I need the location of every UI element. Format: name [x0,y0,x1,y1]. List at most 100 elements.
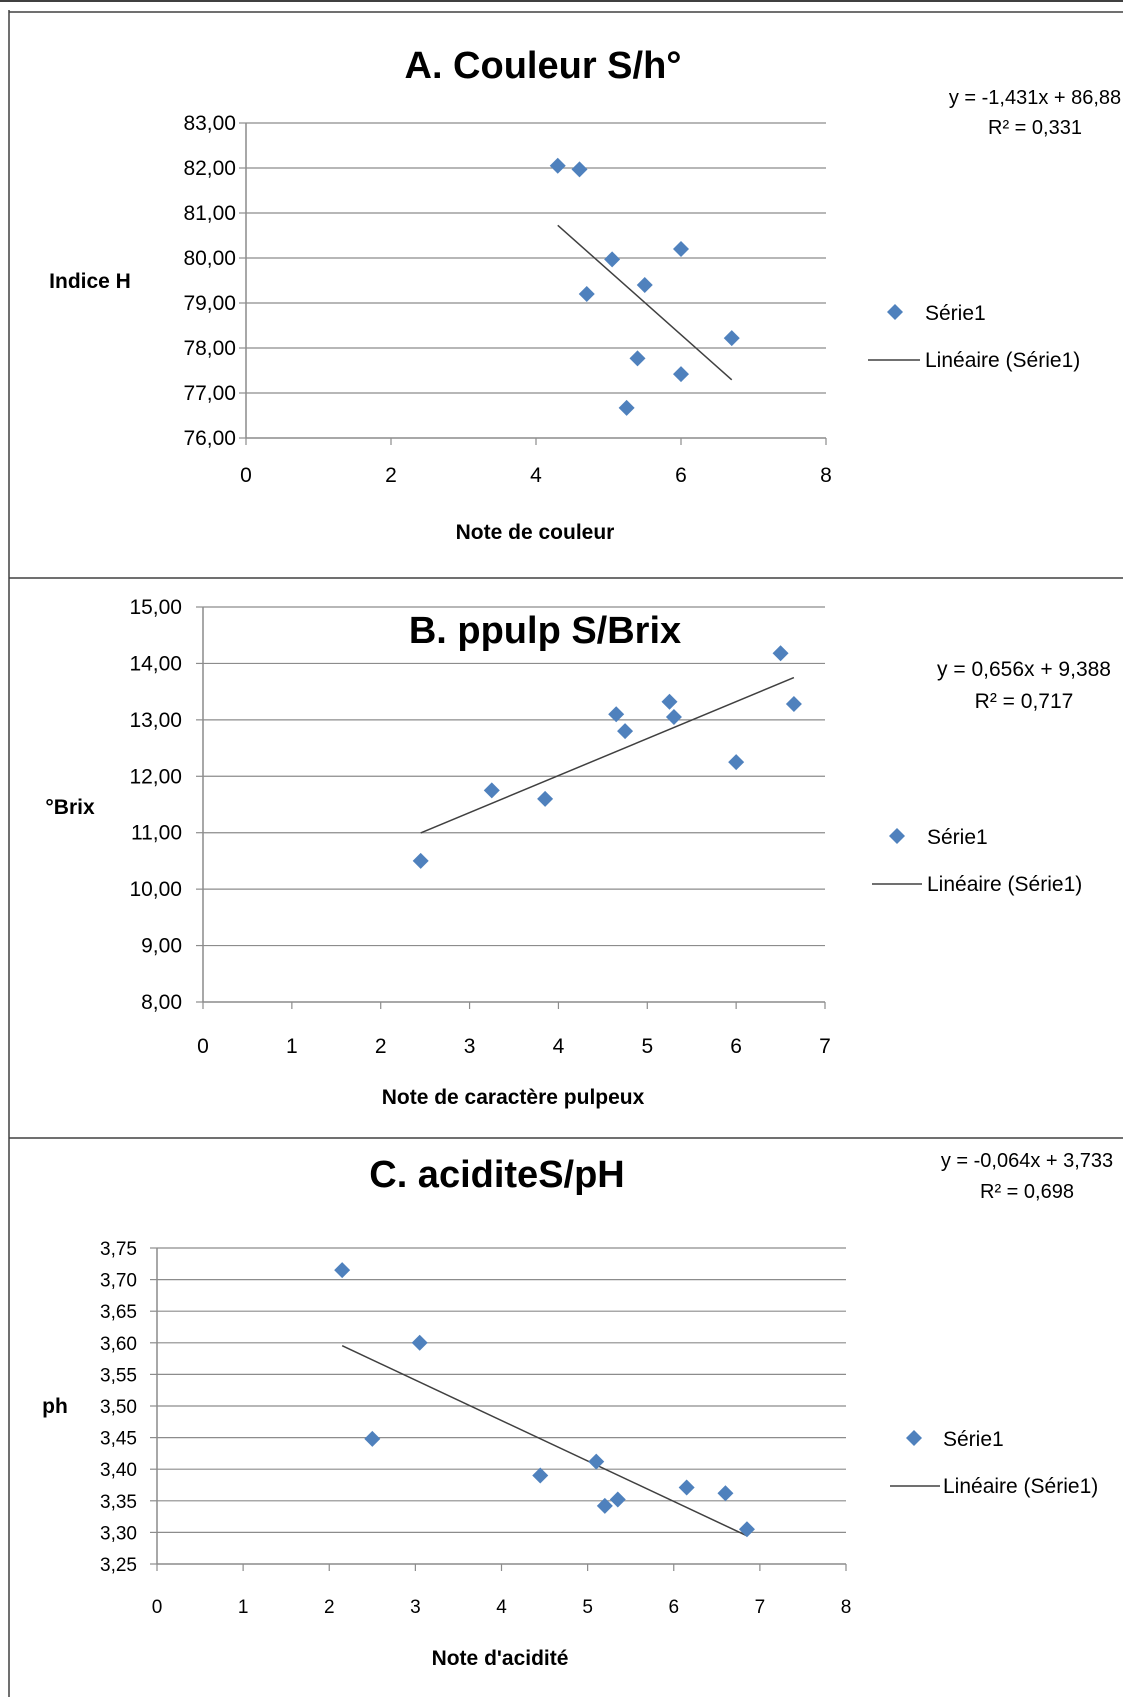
x-tick-label: 4 [496,1597,507,1618]
chart-a-ylabel: Indice H [49,270,131,293]
x-tick-label: 7 [819,1035,831,1058]
chart-c-markers [334,1262,755,1538]
x-tick-label: 1 [286,1035,298,1058]
x-tick-label: 2 [324,1597,335,1618]
chart-a-title: A. Couleur S/h° [405,45,682,87]
y-tick-label: 82,00 [183,157,236,180]
y-tick-label: 3,50 [100,1397,137,1418]
chart-c-legend: Série1 Linéaire (Série1) [890,1428,1098,1498]
chart-c-title: C. aciditeS/pH [369,1154,625,1196]
data-point [717,1485,734,1502]
y-tick-label: 15,00 [129,596,182,619]
chart-a-r2: R² = 0,331 [988,117,1082,139]
y-tick-label: 80,00 [183,247,236,270]
chart-b-legend-marker [889,828,905,844]
chart-a-grid [246,122,826,394]
chart-a-legend-trend-label: Linéaire (Série1) [925,349,1080,372]
chart-a-equation: y = -1,431x + 86,88 [949,87,1121,109]
chart-c-r2: R² = 0,698 [980,1181,1074,1203]
x-tick-label: 3 [464,1035,476,1058]
x-tick-label: 1 [238,1597,249,1618]
chart-a-x-ticks: 0 2 4 6 8 [240,438,832,487]
chart-c-y-ticks: 3,25 3,30 3,35 3,40 3,45 3,50 3,55 3,60 3,65 3,70… [100,1239,157,1576]
data-point [483,782,500,799]
data-point [618,399,635,416]
chart-c-equation: y = -0,064x + 3,733 [941,1150,1113,1172]
x-tick-label: 6 [668,1597,679,1618]
y-tick-label: 3,60 [100,1334,137,1355]
data-point [412,852,429,869]
chart-a-legend-marker [887,304,903,320]
y-tick-label: 11,00 [131,822,182,845]
y-tick-label: 76,00 [183,427,236,450]
x-tick-label: 6 [675,464,687,487]
data-point [617,723,634,740]
chart-b-r2: R² = 0,717 [975,690,1074,713]
y-tick-label: 3,25 [100,1555,137,1576]
chart-a-y-ticks: 76,00 77,00 78,00 79,00 80,00 81,00 82,00 83,00 [183,112,246,450]
chart-c: C. aciditeS/pH y = -0,064x + 3,733 R² = … [42,1150,1113,1670]
chart-a: A. Couleur S/h° y = -1,431x + 86,88 R² =… [49,45,1121,544]
data-point [588,1453,605,1470]
y-tick-label: 12,00 [129,765,182,788]
x-tick-label: 2 [385,464,397,487]
data-point [532,1467,549,1484]
data-point [636,277,653,293]
chart-b-trendline [420,676,795,834]
y-tick-label: 81,00 [183,202,236,225]
data-point [785,696,802,713]
data-point [772,645,789,662]
chart-b-ylabel: °Brix [45,796,95,819]
x-tick-label: 4 [530,464,542,487]
y-tick-label: 83,00 [183,112,236,135]
chart-c-trendline [341,1345,748,1537]
y-tick-label: 9,00 [141,935,182,958]
x-tick-label: 0 [197,1035,209,1058]
x-tick-label: 6 [730,1035,742,1058]
chart-c-grid [157,1247,846,1534]
chart-b-equation: y = 0,656x + 9,388 [937,658,1111,681]
data-point [678,1479,695,1496]
chart-b-grid [203,606,825,947]
x-tick-label: 2 [375,1035,387,1058]
data-point [673,366,689,383]
chart-c-legend-series-label: Série1 [943,1428,1004,1451]
chart-b-x-ticks: 0 1 2 3 4 5 6 7 [197,1002,831,1058]
data-point [334,1262,351,1279]
x-tick-label: 0 [152,1597,163,1618]
chart-b-title: B. ppulp S/Brix [409,610,681,652]
data-point [604,251,621,268]
y-tick-label: 13,00 [129,709,182,732]
y-tick-label: 10,00 [129,878,182,901]
y-tick-label: 8,00 [141,991,182,1014]
data-point [728,754,745,771]
chart-b-y-ticks: 8,00 9,00 10,00 11,00 12,00 13,00 14,00 15,00 [129,596,203,1014]
data-point [549,157,566,174]
data-point [537,790,554,807]
data-point [411,1334,428,1351]
x-tick-label: 8 [841,1597,852,1618]
x-tick-label: 0 [240,464,252,487]
y-tick-label: 79,00 [183,292,236,315]
y-tick-label: 78,00 [183,337,236,360]
chart-c-x-ticks: 0 1 2 3 4 5 6 7 8 [152,1564,852,1618]
y-tick-label: 3,55 [100,1365,137,1386]
x-tick-label: 3 [410,1597,421,1618]
data-point [673,241,689,257]
chart-a-legend-series-label: Série1 [925,302,986,325]
data-point [364,1430,381,1447]
x-tick-label: 8 [820,464,832,487]
data-point [661,693,678,710]
chart-b-legend-trend-label: Linéaire (Série1) [927,873,1082,896]
data-point [608,706,625,723]
y-tick-label: 3,75 [100,1239,137,1260]
y-tick-label: 3,65 [100,1302,137,1323]
chart-a-markers [549,157,740,416]
data-point [578,286,595,302]
y-tick-label: 3,30 [100,1523,137,1544]
chart-a-legend: Série1 Linéaire (Série1) [868,302,1080,372]
data-point [738,1521,755,1538]
y-tick-label: 14,00 [129,652,182,675]
